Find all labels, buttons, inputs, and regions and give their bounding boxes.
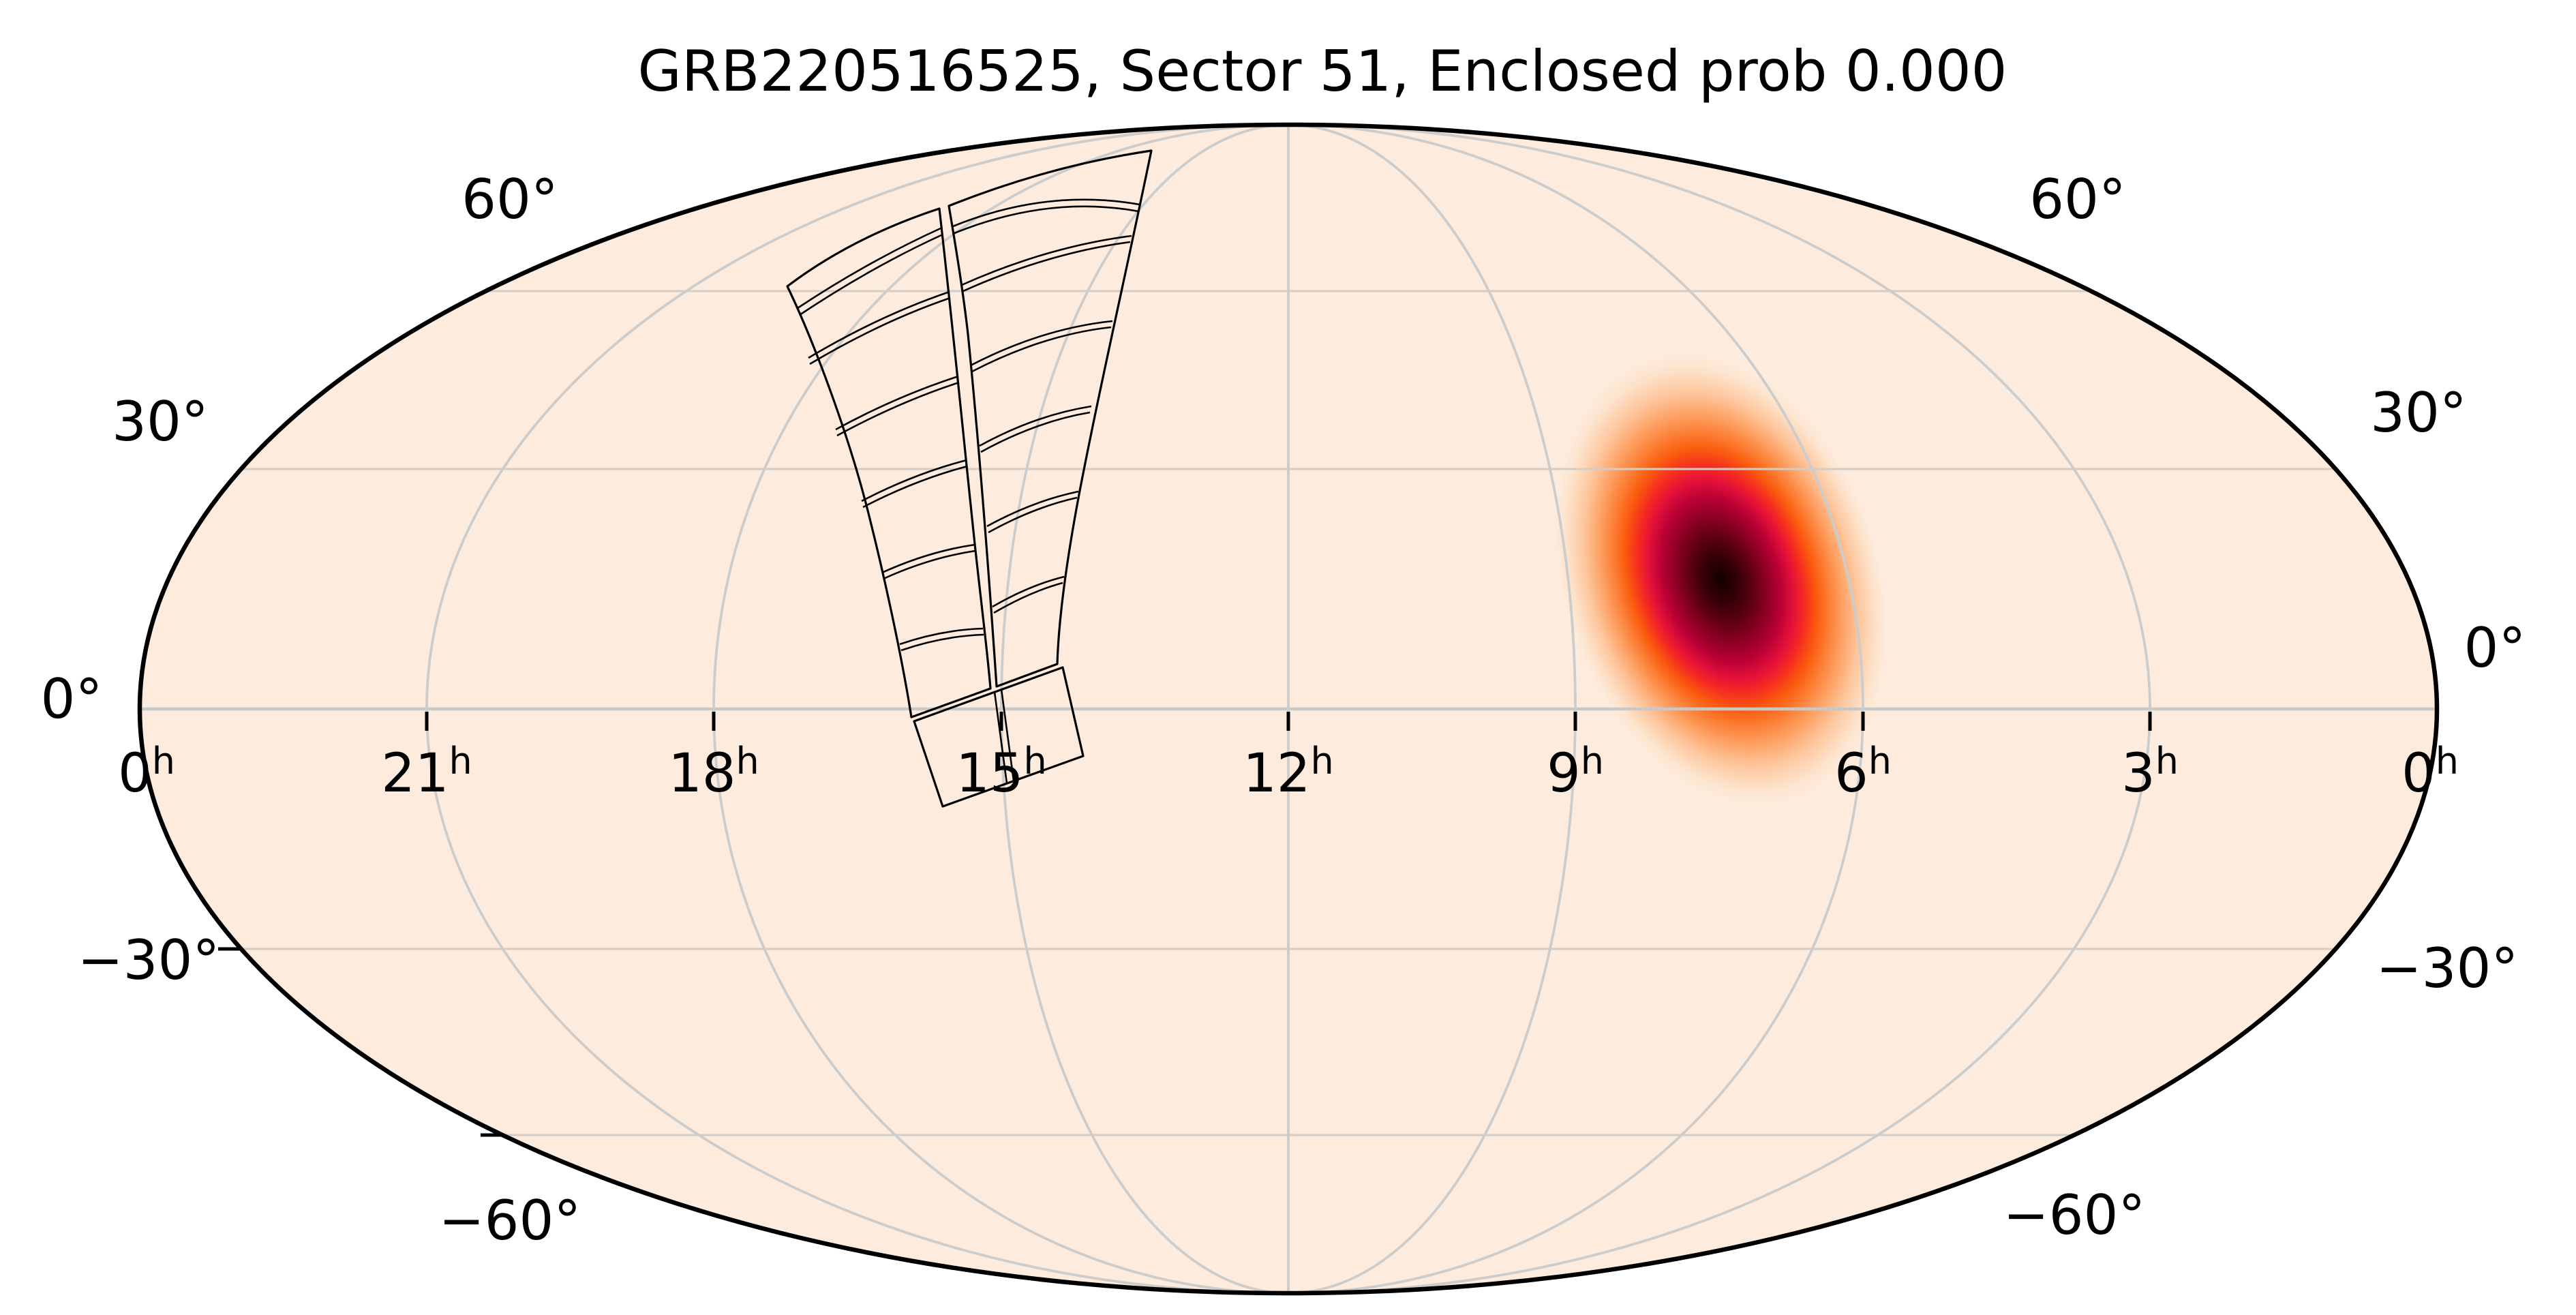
- ra-label-0h-right: 0h: [2401, 740, 2459, 804]
- ra-label-21h: 21h: [381, 740, 472, 804]
- ra-label-6h: 6h: [1834, 740, 1892, 804]
- dec-label-right-0: 0°: [2464, 616, 2526, 680]
- meridian-21h: [425, 123, 1289, 1295]
- meridian-18h: [712, 123, 1289, 1295]
- dec-label-left-0: 0°: [41, 667, 103, 731]
- ra-label-3h: 3h: [2121, 740, 2179, 804]
- meridian-3h: [1288, 123, 2151, 1295]
- dec-label-left-m60: −60°: [439, 1189, 581, 1252]
- ra-label-15h: 15h: [956, 740, 1047, 804]
- plot-title: GRB220516525, Sector 51, Enclosed prob 0…: [638, 38, 2007, 104]
- footprint-bottom-camera: [913, 666, 1085, 808]
- labels: GRB220516525, Sector 51, Enclosed prob 0…: [41, 38, 2526, 1252]
- footprint-right-column-outline: [948, 149, 1153, 688]
- axis-ticks: [218, 712, 2152, 1137]
- dec-label-left-m30: −30°: [78, 928, 220, 992]
- map-outline: [137, 122, 2440, 1296]
- dec-label-right-60: 60°: [2029, 168, 2126, 231]
- tess-footprint: [786, 149, 1153, 808]
- dec-label-left-30: 30°: [112, 390, 209, 453]
- dec-label-right-30: 30°: [2370, 381, 2467, 444]
- footprint-left-column-outline: [786, 207, 992, 719]
- ra-label-9h: 9h: [1547, 740, 1604, 804]
- ra-label-0h-left: 0h: [118, 740, 175, 804]
- meridian-15h: [1000, 123, 1289, 1295]
- dec-label-right-m60: −60°: [2003, 1183, 2146, 1247]
- dec-label-right-m30: −30°: [2376, 937, 2519, 1000]
- footprint-bottom-camera-gap: [993, 689, 1015, 784]
- meridian-6h: [1288, 123, 1864, 1295]
- probability-blob: [1540, 333, 1903, 826]
- dec-label-left-60: 60°: [461, 168, 558, 231]
- meridian-9h: [1288, 123, 1577, 1295]
- ra-label-18h: 18h: [668, 740, 759, 804]
- footprint-right-column-dividers: [952, 198, 1140, 614]
- ra-label-12h: 12h: [1243, 740, 1334, 804]
- graticule: [140, 123, 2437, 1295]
- footprint-left-column-dividers: [797, 226, 984, 652]
